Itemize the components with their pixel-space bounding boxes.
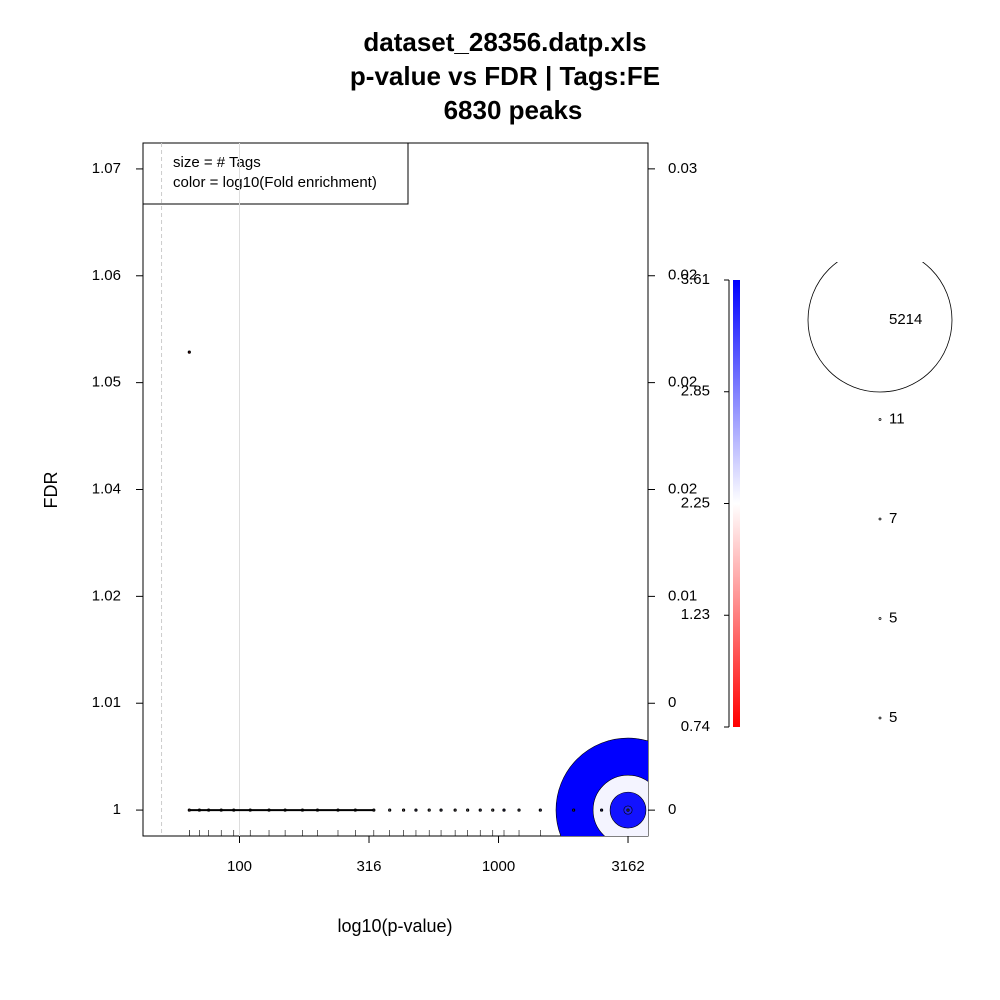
bubble [414, 808, 418, 812]
bubble [491, 808, 495, 812]
x-tick-label: 316 [356, 858, 381, 875]
y-tick-label: 1.05 [92, 374, 121, 391]
colorbar-label: 3.61 [681, 271, 710, 288]
size-legend-circle [878, 617, 882, 620]
bubble [466, 808, 470, 812]
y-tick-label: 1.02 [92, 587, 121, 604]
size-legend-label: 11 [889, 410, 905, 427]
x-tick-label: 1000 [482, 858, 515, 875]
colorbar-label: 1.23 [681, 606, 710, 623]
size-legend-circle [878, 517, 882, 521]
bubble [502, 808, 506, 812]
y2-tick-label: 0.02 [668, 374, 697, 391]
size-legend-circle [878, 418, 882, 421]
size-legend-circle [807, 262, 953, 393]
y-tick-label: 1.07 [92, 160, 121, 177]
y2-tick-label: 0.01 [668, 587, 697, 604]
bubble [453, 808, 457, 812]
y2-tick-label: 0 [668, 694, 676, 711]
bubble [626, 808, 630, 812]
legend-box [142, 142, 409, 205]
y2-tick-label: 0.02 [668, 480, 697, 497]
colorbar-label: 2.85 [681, 383, 710, 400]
chart-title: dataset_28356.datp.xls [363, 27, 646, 57]
bubble [572, 808, 576, 812]
y2-tick-label: 0.02 [668, 267, 697, 284]
size-legend-circle [878, 716, 882, 720]
bubble [187, 350, 191, 354]
legend-text: size = # Tags [173, 154, 261, 171]
colorbar [733, 280, 740, 727]
y-tick-label: 1.01 [92, 694, 121, 711]
bubble [478, 808, 482, 812]
x-tick-label: 3162 [611, 858, 644, 875]
plot-frame [142, 142, 649, 837]
bubble [388, 808, 392, 812]
bubble [401, 808, 406, 812]
bubble [427, 808, 431, 812]
chart-subtitle: 6830 peaks [444, 95, 583, 125]
bubble [538, 808, 542, 812]
bubble [599, 808, 604, 812]
x-axis-label: log10(p-value) [337, 916, 452, 936]
points [187, 350, 648, 836]
x-tick-label: 100 [227, 858, 252, 875]
size-legend-label: 7 [889, 510, 897, 527]
size-legend-label: 5214 [889, 311, 922, 328]
colorbar-label: 0.74 [681, 718, 710, 735]
y-tick-label: 1 [113, 801, 121, 818]
y2-tick-label: 0.03 [668, 160, 697, 177]
size-legend-label: 5 [889, 709, 897, 726]
chart-subtitle: p-value vs FDR | Tags:FE [350, 61, 660, 91]
size-legend-label: 5 [889, 609, 897, 626]
y2-tick-label: 0 [668, 801, 676, 818]
y-tick-label: 1.04 [92, 480, 121, 497]
bubble [439, 808, 443, 812]
y-axis-label: FDR [41, 472, 61, 509]
bubble [517, 808, 521, 812]
size-legend [807, 262, 953, 720]
colorbar-label: 2.25 [681, 494, 710, 511]
y-tick-label: 1.06 [92, 267, 121, 284]
legend-text: color = log10(Fold enrichment) [173, 174, 377, 191]
